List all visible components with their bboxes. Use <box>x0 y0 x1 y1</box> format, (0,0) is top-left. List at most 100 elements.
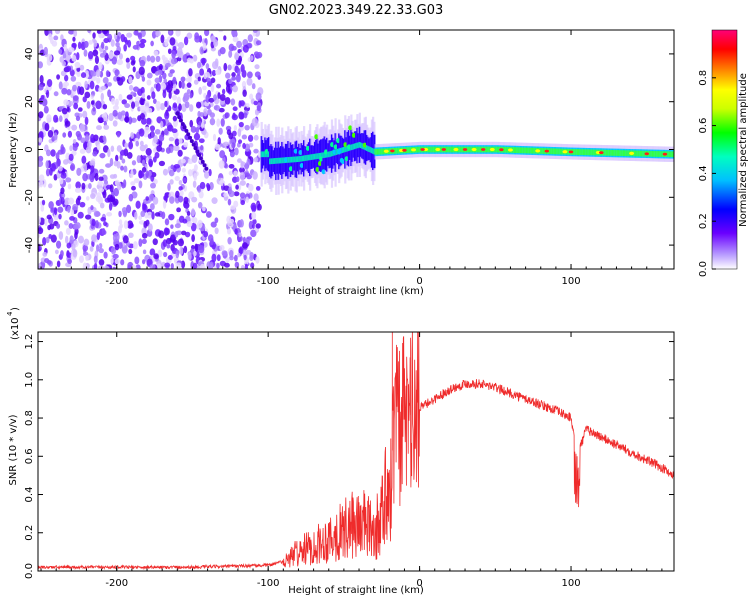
noise-speckle <box>130 117 137 123</box>
noise-speckle <box>190 126 197 133</box>
noise-speckle <box>216 118 221 127</box>
band-peak <box>389 148 392 154</box>
band-peak <box>554 148 558 155</box>
noise-speckle <box>78 86 85 96</box>
noise-speckle <box>135 200 141 209</box>
noise-speckle <box>55 152 60 160</box>
noise-speckle <box>197 201 203 209</box>
noise-speckle <box>90 100 95 105</box>
spectrogram-marks <box>38 30 674 269</box>
noise-speckle <box>183 245 188 254</box>
noise-speckle <box>103 265 110 269</box>
band-peak <box>485 146 489 153</box>
noise-speckle <box>47 130 54 138</box>
band-peak <box>374 149 377 155</box>
colorbar-gradient <box>711 29 738 270</box>
noise-speckle <box>38 174 45 182</box>
noise-speckle <box>252 30 258 34</box>
noise-speckle <box>202 42 207 51</box>
band-peak <box>650 150 653 157</box>
band-peak <box>359 142 363 149</box>
noise-speckle <box>57 149 64 155</box>
noise-speckle <box>92 106 96 112</box>
noise-speckle <box>255 186 261 191</box>
noise-speckle <box>167 80 173 86</box>
noise-speckle <box>44 30 49 36</box>
noise-speckle <box>48 183 53 189</box>
noise-speckle <box>239 219 244 228</box>
noise-speckle <box>218 30 224 33</box>
noise-speckle <box>128 76 133 84</box>
noise-speckle <box>154 128 161 135</box>
noise-speckle <box>86 101 91 109</box>
noise-speckle <box>251 117 259 127</box>
noise-speckle <box>240 64 245 73</box>
noise-speckle <box>148 193 155 202</box>
noise-speckle <box>181 167 186 173</box>
noise-streak <box>177 115 182 120</box>
band-peak <box>352 143 355 150</box>
band-peak <box>573 149 576 155</box>
noise-speckle <box>211 69 217 77</box>
band-blob <box>340 159 345 165</box>
noise-speckle <box>188 169 193 177</box>
noise-speckle <box>100 216 107 222</box>
noise-speckle <box>214 217 219 224</box>
noise-speckle <box>47 224 52 231</box>
x-tick-label: -200 <box>105 276 128 287</box>
band-peak <box>307 154 311 161</box>
noise-speckle <box>175 30 181 37</box>
noise-speckle <box>126 152 133 159</box>
band-peak <box>604 149 607 156</box>
noise-speckle <box>93 262 98 269</box>
noise-speckle <box>241 242 248 249</box>
noise-speckle <box>113 173 118 179</box>
noise-streak <box>182 125 187 130</box>
noise-speckle <box>167 183 171 191</box>
hot-spot <box>471 147 477 152</box>
noise-speckle <box>149 248 156 256</box>
noise-speckle <box>172 76 177 85</box>
band-peak <box>484 146 487 153</box>
noise-speckle <box>219 93 226 102</box>
band-peak <box>269 158 272 165</box>
noise-speckle <box>50 149 56 157</box>
noise-streak <box>188 135 193 140</box>
band-peak <box>381 148 384 155</box>
band-peak <box>649 150 652 157</box>
band-peak <box>531 147 535 154</box>
noise-speckle <box>139 144 146 152</box>
noise-speckle <box>139 105 146 113</box>
noise-speckle <box>90 70 97 77</box>
noise-speckle <box>93 39 98 48</box>
noise-speckle <box>128 248 133 255</box>
noise-speckle <box>186 89 191 94</box>
y-tick-label: 0 <box>24 146 35 152</box>
noise-speckle <box>94 172 99 182</box>
noise-speckle <box>133 178 140 184</box>
band-peak <box>460 146 463 153</box>
noise-speckle <box>72 203 79 211</box>
noise-speckle <box>83 49 88 57</box>
noise-speckle <box>113 160 119 167</box>
band-peak <box>344 146 347 153</box>
band-peak <box>590 149 593 156</box>
band-peak <box>561 148 564 155</box>
noise-speckle <box>125 57 130 63</box>
x-tick-label: -100 <box>257 578 280 589</box>
noise-speckle <box>133 30 139 36</box>
noise-speckle <box>46 114 52 123</box>
y-tick-label: 0.4 <box>24 487 35 503</box>
noise-speckle <box>223 185 230 191</box>
band-peak <box>519 147 523 154</box>
noise-speckle <box>74 231 78 240</box>
noise-speckle <box>45 149 51 157</box>
band-blob <box>314 134 319 140</box>
noise-speckle <box>176 207 181 213</box>
band-peak <box>654 151 657 157</box>
noise-speckle <box>130 60 136 66</box>
hot-spot-red <box>568 150 574 154</box>
snr-ticks: -200 -100 0 100 0.0 0.2 0.4 0.6 0.8 1.0 1.2 <box>24 332 674 589</box>
noise-speckle <box>95 100 102 110</box>
noise-speckle <box>67 258 72 265</box>
